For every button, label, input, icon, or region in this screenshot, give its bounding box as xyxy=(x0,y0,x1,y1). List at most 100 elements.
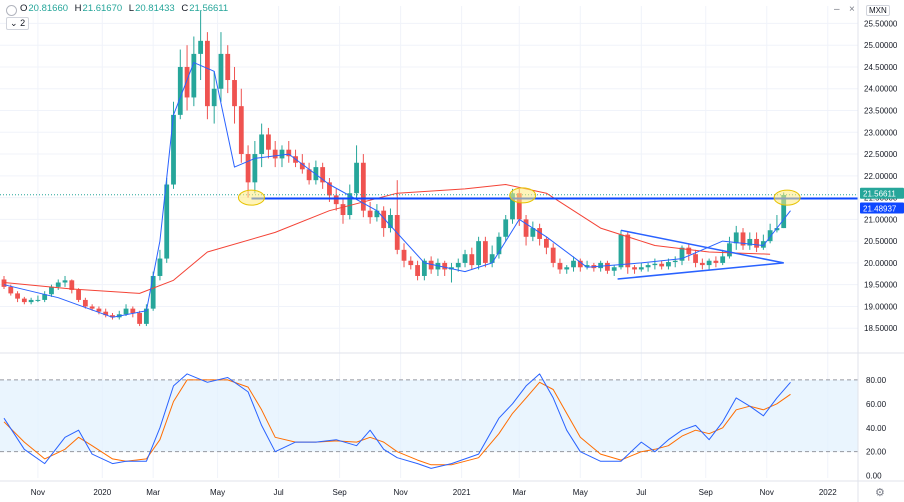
time-tick-label: Sep xyxy=(699,488,714,497)
candle-body xyxy=(693,254,698,263)
open-value: 20.81660 xyxy=(28,3,69,14)
candle-body xyxy=(123,308,129,315)
study-count-button[interactable]: ⌄ 2 xyxy=(6,17,30,30)
candle-body xyxy=(143,308,149,324)
candle-body xyxy=(259,134,265,155)
time-tick-label: 2022 xyxy=(819,488,837,497)
currency-badge[interactable]: MXN xyxy=(866,5,890,16)
price-tick-label: 25.50000 xyxy=(864,19,898,28)
last-price-label-box xyxy=(860,187,904,199)
time-tick-label: Jul xyxy=(273,488,283,497)
price-tick-label: 22.00000 xyxy=(864,172,898,181)
level-price-label: 21.48937 xyxy=(863,204,897,213)
candle-body xyxy=(408,260,414,266)
gear-icon[interactable]: ⚙ xyxy=(875,487,885,499)
highlight-ellipse xyxy=(237,189,265,206)
price-tick-label: 23.50000 xyxy=(864,107,898,116)
candle-body xyxy=(150,275,156,309)
candle-body xyxy=(618,234,624,268)
candle-body xyxy=(279,149,285,159)
candle-body xyxy=(198,40,204,54)
candle-body xyxy=(42,294,48,300)
drawing-annotations[interactable] xyxy=(0,187,858,280)
candle-series xyxy=(1,10,787,327)
stochastic-band-fill xyxy=(0,379,858,452)
close-value: 21.56611 xyxy=(189,3,229,14)
time-tick-label: May xyxy=(210,488,225,497)
price-tick-label: 24.50000 xyxy=(864,63,898,72)
candle-body xyxy=(15,293,20,299)
candle-body xyxy=(550,247,556,263)
candle-body xyxy=(733,232,739,244)
triangle-upper-line xyxy=(620,229,784,264)
candle-body xyxy=(333,195,339,205)
candle-body xyxy=(401,249,407,261)
price-tick-label: 23.00000 xyxy=(864,128,898,137)
price-tick-label: 19.50000 xyxy=(864,281,898,290)
candle-body xyxy=(35,299,41,301)
price-tick-label: 20.50000 xyxy=(864,237,898,246)
candle-body xyxy=(286,149,292,157)
candle-body xyxy=(584,265,590,268)
candle-body xyxy=(225,53,231,81)
minimize-icon[interactable]: – xyxy=(834,4,840,15)
study-count-value: 2 xyxy=(20,18,26,28)
candle-body xyxy=(55,282,61,287)
candle-body xyxy=(184,66,190,98)
candle-body xyxy=(62,280,68,283)
level-price-label-box xyxy=(860,202,904,214)
candle-body xyxy=(747,238,753,246)
candle-body xyxy=(327,182,332,196)
visibility-toggle-icon[interactable] xyxy=(6,5,17,16)
time-tick-label: 2021 xyxy=(453,488,471,497)
candle-body xyxy=(469,254,475,266)
candle-body xyxy=(28,299,34,303)
stochastic-tick-label: 80.00 xyxy=(866,376,887,385)
time-tick-label: Nov xyxy=(31,488,45,497)
price-tick-label: 22.50000 xyxy=(864,150,898,159)
candle-body xyxy=(713,260,719,263)
candle-body xyxy=(571,260,576,268)
candle-body xyxy=(672,260,678,263)
ohlc-legend: O20.81660 H21.61670 L20.81433 C21.56611 xyxy=(20,3,232,14)
candle-body xyxy=(760,241,766,248)
candle-body xyxy=(415,265,420,276)
candle-body xyxy=(476,241,481,266)
candle-body xyxy=(354,162,359,194)
candle-body xyxy=(442,262,448,270)
candle-body xyxy=(679,247,685,261)
candle-body xyxy=(530,228,536,237)
time-tick-label: Nov xyxy=(760,488,774,497)
candle-body xyxy=(388,215,393,229)
chevron-down-icon: ⌄ xyxy=(10,18,18,28)
moving-average-line xyxy=(3,184,771,294)
candle-body xyxy=(462,254,468,263)
candle-body xyxy=(232,80,237,107)
time-tick-label: Mar xyxy=(146,488,160,497)
candle-body xyxy=(496,236,502,255)
candle-body xyxy=(774,228,780,231)
candle-body xyxy=(347,193,353,216)
candle-body xyxy=(266,134,271,150)
candle-body xyxy=(8,286,14,294)
candle-body xyxy=(374,210,380,218)
candle-body xyxy=(238,106,244,155)
candle-body xyxy=(252,154,258,183)
price-tick-label: 19.00000 xyxy=(864,302,898,311)
candle-body xyxy=(306,169,312,181)
candle-body xyxy=(482,241,488,263)
candle-body xyxy=(659,263,665,267)
candle-body xyxy=(455,262,461,268)
candle-body xyxy=(645,265,651,268)
candle-body xyxy=(421,260,427,276)
candle-body xyxy=(313,167,319,181)
candle-body xyxy=(598,262,604,269)
candle-body xyxy=(523,219,529,237)
last-price-label: 21.56611 xyxy=(863,190,896,199)
candle-body xyxy=(164,184,170,259)
close-icon[interactable]: × xyxy=(849,4,855,15)
candle-body xyxy=(211,88,217,107)
candle-body xyxy=(96,308,102,312)
